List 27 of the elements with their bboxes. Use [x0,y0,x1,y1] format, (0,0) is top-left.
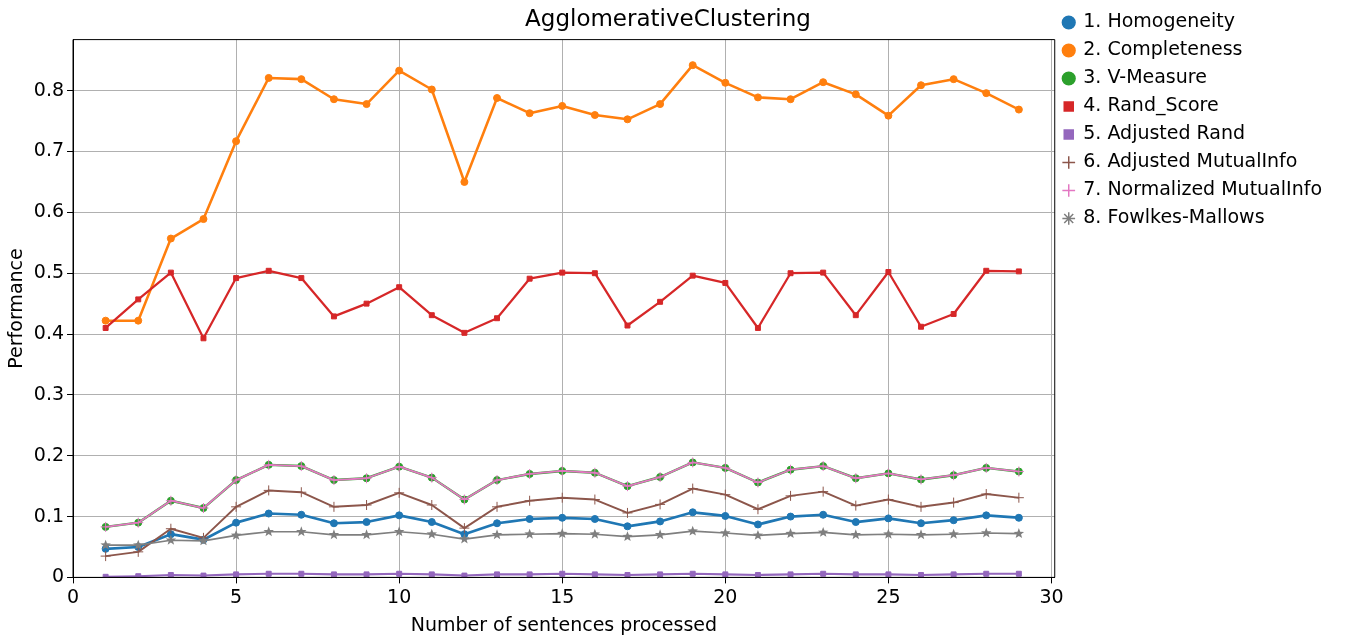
x-tick-label: 20 [713,584,738,607]
y-tick-label: 0.7 [33,138,65,161]
y-tick-label: 0.6 [33,199,65,222]
y-tick-label: 0.5 [33,260,65,283]
legend-label: 6. Adjusted MutualInfo [1083,149,1298,172]
y-tick-label: 0.1 [33,503,65,526]
legend-label: 5. Adjusted Rand [1083,121,1246,144]
x-tick-label: 0 [66,584,80,607]
y-tick-label: 0.2 [33,442,65,465]
legend-label: 4. Rand_Score [1083,93,1219,117]
y-tick-label: 0 [51,564,65,587]
x-tick-label: 10 [387,584,412,607]
legend-label: 7. Normalized MutualInfo [1083,177,1322,200]
y-tick-label: 0.4 [33,320,65,343]
chart-title: AgglomerativeClustering [525,4,811,31]
x-tick-label: 15 [550,584,575,607]
x-axis-title: Number of sentences processed [410,612,718,635]
y-axis-title: Performance [4,248,27,369]
legend-label: 3. V-Measure [1083,65,1207,88]
x-tick-label: 5 [230,584,243,607]
legend-label: 8. Fowlkes-Mallows [1083,205,1265,228]
y-tick-label: 0.8 [33,77,65,100]
legend-label: 2. Completeness [1083,37,1243,60]
y-tick-label: 0.3 [33,381,65,404]
x-tick-label: 30 [1039,584,1064,607]
legend-label: 1. Homogeneity [1083,9,1235,32]
x-tick-label: 25 [876,584,901,607]
